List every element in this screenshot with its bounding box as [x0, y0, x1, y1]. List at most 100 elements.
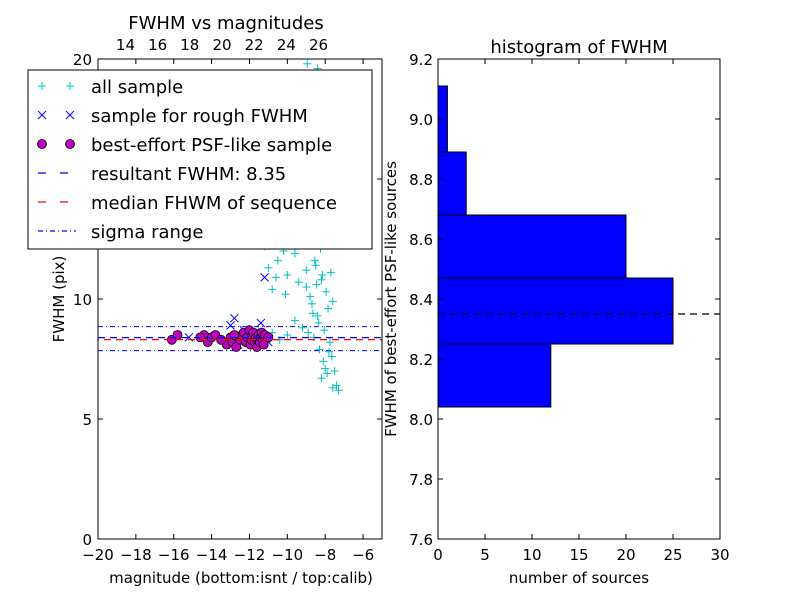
- right-y-tick-label: 8.2: [409, 351, 433, 369]
- all-sample-point: [312, 280, 321, 289]
- all-sample-point: [281, 290, 290, 299]
- all-sample-point: [311, 261, 320, 270]
- right-y-tick-label: 8.6: [409, 231, 433, 249]
- right-x-tick-label: 20: [616, 546, 635, 564]
- left-top-tick-label: 14: [116, 36, 135, 54]
- histogram-chart-fwhm: histogram of FWHM 0 5 10 15 20 25 30 7.6 7.8 8.0 8…: [382, 37, 730, 587]
- all-sample-point: [334, 386, 343, 395]
- all-sample-point: [317, 374, 326, 383]
- all-sample-point: [328, 383, 337, 392]
- all-sample-point: [302, 283, 311, 291]
- all-sample-point: [306, 292, 315, 301]
- all-sample-point: [273, 256, 282, 265]
- left-x-tick-label: −14: [196, 546, 228, 564]
- right-plot-frame: [437, 58, 721, 540]
- left-x-axis-label: magnitude (bottom:isnt / top:calib): [109, 569, 373, 587]
- right-x-tick-label: 15: [569, 546, 588, 564]
- legend-box: [27, 69, 373, 250]
- right-x-axis-label: number of sources: [509, 569, 649, 587]
- all-sample-point: [321, 364, 330, 373]
- left-x-tick-label: −18: [120, 546, 152, 564]
- left-top-tick-label: 18: [180, 36, 199, 54]
- marker-d2: [260, 273, 269, 282]
- right-y-tick-label: 8.0: [409, 411, 433, 429]
- all-sample-point: [324, 304, 333, 313]
- rough-sample-point: [256, 318, 266, 328]
- left-plot-frame: [97, 58, 383, 540]
- left-x-tick-label: −10: [272, 546, 304, 564]
- all-sample-point: [264, 263, 273, 272]
- legend-plus-a: [38, 82, 46, 90]
- legend-label-psf-sample: best-effort PSF-like sample: [91, 135, 332, 156]
- left-legend: all sample sample for rough FWHM best-ef…: [27, 69, 373, 250]
- left-x-tick-label: −12: [234, 546, 266, 564]
- all-sample-point: [307, 299, 316, 308]
- all-sample-point: [326, 268, 335, 277]
- histogram-bar: [437, 343, 552, 408]
- marker-d2: [229, 313, 239, 323]
- right-y-tick-label: 8.4: [409, 291, 433, 309]
- left-top-tick-label: 26: [309, 36, 328, 54]
- right-x-tick-label: 25: [663, 546, 682, 564]
- legend-marker-circle: [37, 139, 75, 149]
- legend-entry-median: median FHWM of sequence: [38, 193, 337, 214]
- legend-x-a: [37, 110, 47, 120]
- marker-d2: [37, 110, 47, 120]
- marker-d2: [256, 318, 266, 328]
- left-top-tick-label: 20: [212, 36, 231, 54]
- right-y-tick-label: 8.8: [409, 171, 433, 189]
- left-x-tick-label: −20: [82, 546, 114, 564]
- right-y-tick-label: 7.8: [409, 471, 433, 489]
- all-sample-point: [304, 328, 313, 337]
- all-sample-point: [308, 309, 317, 318]
- histogram-bar: [437, 214, 627, 279]
- rough-sample-point: [229, 313, 239, 323]
- all-sample-point: [328, 297, 337, 306]
- all-sample-point: [290, 249, 299, 258]
- left-y-axis-label: FWHM (pix): [50, 256, 68, 343]
- right-chart-title: histogram of FWHM: [490, 37, 667, 58]
- histogram-bar: [437, 277, 674, 345]
- left-chart-title: FWHM vs magnitudes: [128, 13, 323, 34]
- legend-entry-all-sample: all sample: [38, 77, 183, 98]
- legend-label-median: median FHWM of sequence: [91, 193, 337, 214]
- rough-sample-point: [226, 321, 235, 330]
- all-sample-point: [268, 285, 277, 294]
- all-sample-point: [313, 311, 322, 320]
- legend-label-rough-sample: sample for rough FWHM: [91, 106, 308, 127]
- all-sample-point: [283, 271, 292, 279]
- right-y-tick-label: 9.2: [409, 51, 433, 69]
- rough-sample-point: [260, 273, 269, 282]
- left-y-tick-label: 5: [82, 411, 92, 429]
- all-sample-point: [318, 271, 327, 279]
- right-axis-ticks: 0 5 10 15 20 25 30 7.6 7.8 8.0 8.2 8.4 8.6 8.8 9.0 9.2: [409, 51, 729, 564]
- marker-d2: [65, 110, 75, 120]
- all-sample-point: [283, 331, 292, 339]
- marker-d2: [226, 321, 235, 330]
- legend-circle-b: [65, 139, 75, 149]
- all-sample-point: [302, 266, 311, 275]
- right-x-tick-label: 5: [480, 546, 490, 564]
- all-sample-point: [327, 352, 336, 361]
- all-sample-point: [298, 323, 307, 332]
- right-y-tick-label: 9.0: [409, 111, 433, 129]
- left-axis-ticks: −20−18−16−14−12−10−8−6051015201416182022…: [73, 36, 382, 564]
- left-y-tick-label: 0: [82, 531, 92, 549]
- right-x-tick-label: 30: [710, 546, 729, 564]
- all-sample-point: [303, 59, 312, 68]
- all-sample-point: [323, 369, 332, 378]
- all-sample-point: [315, 345, 324, 354]
- legend-plus-b: [66, 82, 74, 90]
- all-sample-point: [314, 319, 323, 327]
- all-sample-point: [325, 338, 334, 347]
- left-reference-lines: [98, 326, 382, 352]
- histogram-bar: [437, 151, 467, 216]
- legend-x-b: [65, 110, 75, 120]
- right-x-tick-label: 0: [433, 546, 443, 564]
- legend-label-resultant: resultant FWHM: 8.35: [91, 164, 286, 185]
- all-sample-point: [271, 273, 280, 282]
- legend-marker-plus: [38, 82, 74, 90]
- left-y-tick-label: 20: [73, 51, 92, 69]
- left-x-tick-label: −16: [158, 546, 190, 564]
